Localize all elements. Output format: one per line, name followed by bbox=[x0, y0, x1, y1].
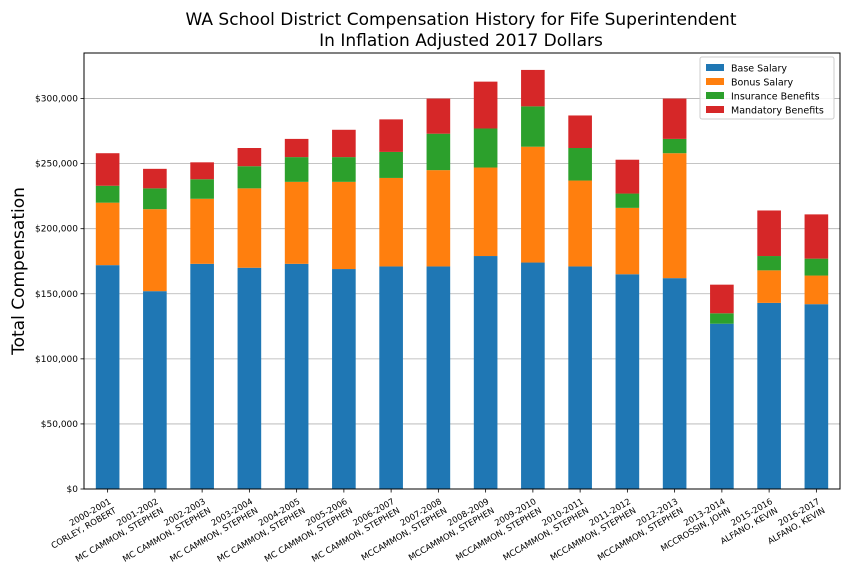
plot-frame bbox=[83, 52, 841, 490]
bar-segment bbox=[379, 266, 403, 489]
bar-segment bbox=[143, 168, 167, 189]
bar-segment bbox=[521, 262, 545, 489]
bar-segment bbox=[662, 138, 687, 154]
bar-segment bbox=[237, 267, 262, 489]
bar-segment bbox=[284, 138, 309, 158]
y-tick-label: $0 bbox=[67, 485, 79, 495]
legend-swatch bbox=[706, 64, 724, 71]
bars-group bbox=[95, 69, 829, 489]
bar-segment bbox=[332, 181, 356, 270]
bar-segment bbox=[662, 98, 687, 139]
bar-segment bbox=[332, 269, 356, 489]
legend-label: Base Salary bbox=[731, 64, 787, 75]
y-tick-label: $50,000 bbox=[41, 420, 78, 430]
bar-segment bbox=[710, 323, 734, 489]
bar-segment bbox=[804, 304, 829, 489]
bar-segment bbox=[143, 209, 167, 292]
bar-segment bbox=[615, 193, 640, 208]
bar-segment bbox=[615, 274, 640, 489]
legend-label: Mandatory Benefits bbox=[731, 106, 824, 117]
bar-segment bbox=[615, 159, 640, 194]
legend-swatch bbox=[706, 106, 724, 113]
bar-segment bbox=[190, 263, 214, 489]
bar-segment bbox=[332, 157, 356, 182]
bar-segment bbox=[804, 214, 829, 259]
y-tick-label: $200,000 bbox=[35, 225, 78, 235]
bar-segment bbox=[237, 148, 262, 167]
bar-segment bbox=[143, 291, 167, 489]
bar-segment bbox=[568, 148, 592, 181]
legend-swatch bbox=[706, 78, 724, 85]
y-tick-label: $300,000 bbox=[35, 95, 78, 105]
bar-segment bbox=[757, 210, 781, 257]
y-axis-label: Total Compensation bbox=[9, 187, 29, 356]
bar-segment bbox=[426, 98, 451, 134]
y-tick-label: $250,000 bbox=[35, 160, 78, 170]
bar-segment bbox=[568, 115, 592, 149]
bar-segment bbox=[757, 256, 781, 271]
bar-segment bbox=[426, 170, 451, 267]
bar-segment bbox=[757, 270, 781, 303]
bar-segment bbox=[757, 302, 781, 489]
bar-segment bbox=[190, 179, 214, 199]
bar-segment bbox=[521, 106, 545, 147]
bar-segment bbox=[521, 69, 545, 107]
legend-swatch bbox=[706, 92, 724, 99]
legend-label: Insurance Benefits bbox=[731, 92, 820, 103]
bar-segment bbox=[284, 157, 309, 182]
bar-segment bbox=[379, 177, 403, 267]
bar-segment bbox=[662, 278, 687, 489]
bar-segment bbox=[426, 133, 451, 171]
y-ticks: $0 $50,000 $100,000 $150,000 $200,000 $250,00… bbox=[35, 95, 84, 495]
bar-segment bbox=[190, 162, 214, 180]
bar-segment bbox=[473, 167, 498, 257]
bar-segment bbox=[190, 198, 214, 264]
y-tick-label: $100,000 bbox=[35, 355, 78, 365]
bar-segment bbox=[804, 275, 829, 305]
bar-segment bbox=[521, 146, 545, 263]
bar-segment bbox=[332, 129, 356, 158]
bar-segment bbox=[473, 256, 498, 489]
bar-segment bbox=[95, 185, 120, 203]
bar-segment bbox=[95, 265, 120, 489]
bar-segment bbox=[473, 128, 498, 168]
bar-segment bbox=[568, 180, 592, 267]
bar-segment bbox=[95, 202, 120, 266]
bar-segment bbox=[804, 258, 829, 276]
bar-segment bbox=[379, 119, 403, 152]
bar-segment bbox=[615, 207, 640, 275]
bar-segment bbox=[662, 153, 687, 279]
bar-segment bbox=[237, 188, 262, 268]
bar-segment bbox=[379, 151, 403, 178]
bar-segment bbox=[710, 284, 734, 314]
legend-box bbox=[699, 56, 835, 120]
bar-segment bbox=[568, 266, 592, 489]
bar-segment bbox=[284, 263, 309, 489]
chart-title-line2: In Inflation Adjusted 2017 Dollars bbox=[319, 31, 603, 51]
bar-segment bbox=[95, 153, 120, 186]
bar-segment bbox=[237, 166, 262, 189]
legend: Base Salary Bonus Salary Insurance Benefit… bbox=[699, 56, 835, 120]
bar-segment bbox=[143, 188, 167, 210]
chart-title-line1: WA School District Compensation History … bbox=[186, 10, 737, 30]
bar-segment bbox=[426, 266, 451, 489]
legend-label: Bonus Salary bbox=[731, 78, 794, 89]
y-tick-label: $150,000 bbox=[35, 290, 78, 300]
bar-segment bbox=[473, 81, 498, 129]
bar-segment bbox=[710, 313, 734, 324]
bar-segment bbox=[284, 181, 309, 264]
